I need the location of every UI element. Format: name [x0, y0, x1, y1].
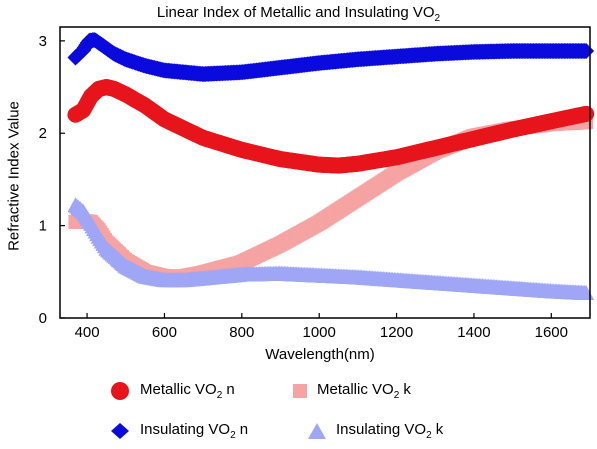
legend-marker-square	[293, 384, 307, 398]
legend-marker-diamond	[111, 423, 129, 439]
y-axis-label: Refractive Index Value	[5, 101, 23, 251]
series-metallic-vo2-k	[68, 115, 594, 284]
x-axis-label: Wavelength(nm)	[265, 346, 375, 363]
chart-title: Linear Index of Metallic and Insulating …	[156, 4, 441, 24]
legend-insulating-n: Insulating VO2 n	[108, 421, 248, 441]
legend-marker-circle	[111, 382, 129, 400]
y-tick-label: 0	[39, 310, 47, 327]
plot-frame	[59, 26, 591, 319]
legend-metallic-k: Metallic VO2 k	[291, 381, 411, 401]
x-tick-label: 1200	[380, 324, 413, 341]
y-tick-label: 2	[39, 125, 47, 142]
y-tick-label: 1	[39, 218, 47, 235]
x-tick-label: 800	[229, 324, 254, 341]
data-point	[578, 105, 595, 122]
series-metallic-vo2-n	[67, 79, 595, 174]
x-tick-label: 1000	[303, 324, 336, 341]
legend-label: Metallic VO2 n	[140, 381, 235, 401]
x-tick-label: 400	[75, 324, 100, 341]
legend-label: Metallic VO2 k	[317, 381, 411, 401]
x-tick-label: 1600	[535, 324, 568, 341]
legend-insulating-k: Insulating VO2 k	[306, 421, 443, 441]
legend-label: Insulating VO2 k	[336, 421, 444, 441]
x-tick-label: 1400	[457, 324, 490, 341]
series-insulating-vo2-k	[67, 197, 595, 301]
series-insulating-vo2-n	[67, 32, 595, 83]
y-tick-label: 3	[39, 33, 47, 50]
legend-marker-triangle	[308, 423, 326, 439]
legend-label: Insulating VO2 n	[140, 421, 249, 441]
legend-metallic-n: Metallic VO2 n	[108, 381, 235, 401]
x-tick-label: 600	[152, 324, 177, 341]
